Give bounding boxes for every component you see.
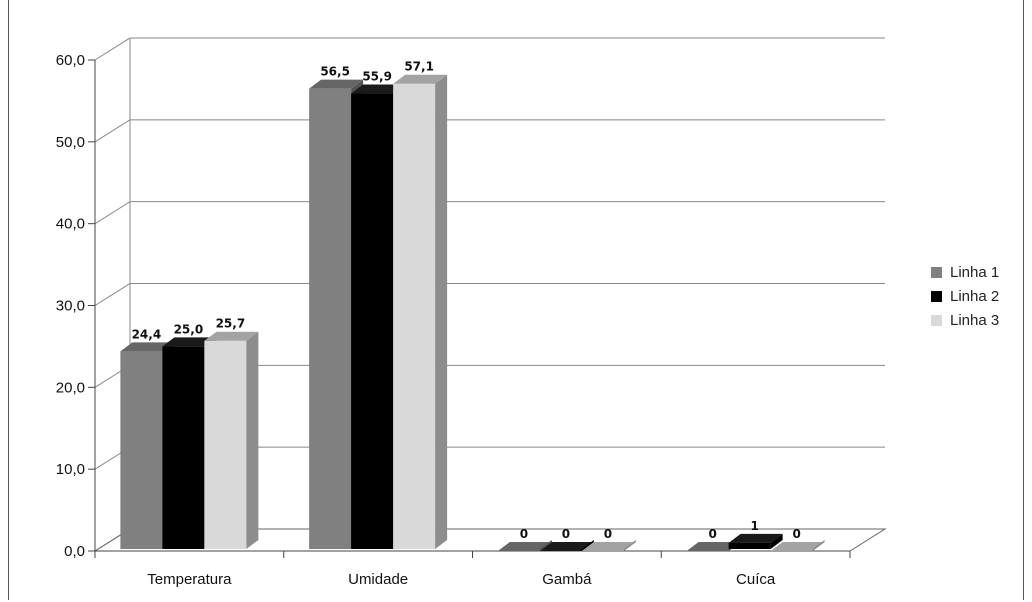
gridline-side xyxy=(94,37,131,61)
legend-swatch xyxy=(931,266,942,278)
bar-side xyxy=(246,331,259,549)
data-label: 0 xyxy=(604,527,612,541)
bar-side xyxy=(581,540,594,551)
gridline-side xyxy=(94,201,131,225)
bar-front xyxy=(162,346,205,549)
data-label: 25,0 xyxy=(174,322,204,336)
bar-front xyxy=(728,542,771,549)
bar-top xyxy=(351,84,406,94)
bar-front xyxy=(351,93,394,549)
y-tick-label: 30,0 xyxy=(56,298,85,315)
chart-frame xyxy=(8,0,1024,600)
legend-label: Linha 2 xyxy=(950,287,1000,305)
bar-top xyxy=(120,342,175,352)
y-tick-label: 40,0 xyxy=(56,216,85,233)
data-label: 57,1 xyxy=(404,60,434,74)
y-tick-label: 20,0 xyxy=(56,379,85,396)
bar-side xyxy=(770,533,783,549)
bar-top xyxy=(497,542,552,551)
data-label: 56,5 xyxy=(320,65,350,79)
bar-side xyxy=(623,540,636,551)
legend-item-linha-1: Linha 1 xyxy=(931,260,999,284)
bar-top xyxy=(728,533,783,543)
y-tick-label: 10,0 xyxy=(56,461,85,478)
bar-top xyxy=(162,337,217,347)
data-label: 25,7 xyxy=(216,317,246,331)
x-tick-label: Umidade xyxy=(348,571,408,588)
bar-top xyxy=(204,331,259,341)
labels-layer: 24,4 25,0 25,7 56,5 55,9 57,1 0 0 0 0 1 0 xyxy=(132,60,801,541)
x-tick-label: Temperatura xyxy=(147,571,232,588)
legend-swatch xyxy=(931,314,942,326)
data-label: 0 xyxy=(792,527,800,541)
data-label: 55,9 xyxy=(362,70,392,84)
bars-layer xyxy=(120,74,825,551)
bar-top xyxy=(686,542,741,551)
axes-layer: 0,0 10,0 20,0 30,0 40,0 50,0 60,0 Temperatura Um… xyxy=(56,52,887,588)
bar-top xyxy=(539,542,594,551)
legend-item-linha-3: Linha 3 xyxy=(931,308,999,332)
data-label: 0 xyxy=(708,527,716,541)
data-label: 1 xyxy=(750,519,758,533)
data-label: 0 xyxy=(562,527,570,541)
data-label: 24,4 xyxy=(132,327,162,341)
bar-top xyxy=(770,542,825,551)
gridline-side xyxy=(94,119,131,143)
x-tick-label: Cuíca xyxy=(736,571,776,588)
legend-label: Linha 1 xyxy=(950,263,1000,281)
y-tick-label: 50,0 xyxy=(56,134,85,151)
bar-front xyxy=(309,88,352,550)
legend: Linha 1 Linha 2 Linha 3 xyxy=(931,260,999,332)
bar-front xyxy=(120,351,163,549)
bar-top xyxy=(309,79,364,89)
data-label: 0 xyxy=(520,527,528,541)
legend-item-linha-2: Linha 2 xyxy=(931,284,999,308)
bar-side xyxy=(539,540,552,551)
bar-front xyxy=(204,340,247,549)
bar-top xyxy=(393,74,448,84)
x-tick-label: Gambá xyxy=(542,571,592,588)
bar-side xyxy=(812,540,825,551)
y-tick-label: 0,0 xyxy=(64,543,85,560)
bar-top xyxy=(581,542,636,551)
bar-front xyxy=(393,83,436,550)
gridline-side xyxy=(94,283,131,306)
y-tick-label: 60,0 xyxy=(56,52,85,69)
bar-side xyxy=(435,74,448,550)
legend-swatch xyxy=(931,290,942,302)
legend-label: Linha 3 xyxy=(950,311,1000,329)
